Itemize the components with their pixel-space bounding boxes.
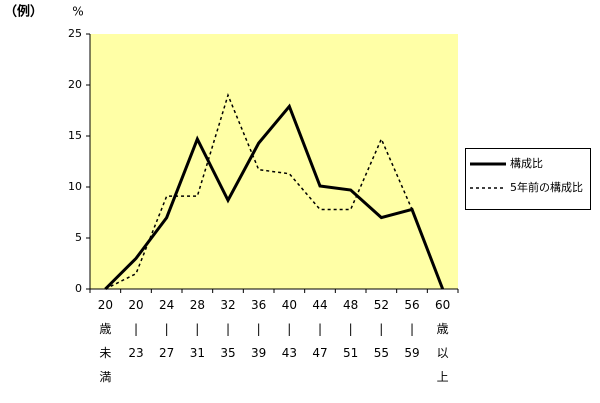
x-tick-label: 24 | 27 — [159, 298, 174, 360]
x-tick-label: 20 歳未満 — [98, 298, 113, 384]
x-tick-label: 44 | 47 — [312, 298, 327, 360]
x-tick-label: 20 | 23 — [128, 298, 143, 360]
y-tick-label: 5 — [75, 231, 82, 244]
x-tick-label: 40 | 43 — [282, 298, 297, 360]
legend-entry: 5年前の構成比 — [468, 181, 588, 195]
x-tick-label: 36 | 39 — [251, 298, 266, 360]
legend-note: （例） — [4, 4, 43, 20]
legend-swatch — [470, 162, 506, 166]
series-line — [104, 103, 445, 291]
plot-area — [90, 34, 458, 289]
x-tick-label: 28 | 31 — [190, 298, 205, 360]
x-tick-label: 32 | 35 — [220, 298, 235, 360]
y-tick-label: 10 — [68, 180, 82, 193]
legend-entry: 構成比 — [468, 157, 588, 171]
legend-swatch — [470, 187, 506, 189]
y-tick-label: 25 — [68, 27, 82, 40]
y-tick-label: 0 — [75, 282, 82, 295]
x-tick-label: 56 | 59 — [404, 298, 419, 360]
series-line — [104, 92, 413, 290]
legend-label: 構成比 — [510, 157, 543, 170]
legend: 構成比 5年前の構成比 — [465, 148, 591, 210]
legend-label: 5年前の構成比 — [510, 181, 583, 194]
x-tick-label: 48 | 51 — [343, 298, 358, 360]
y-tick-label: 20 — [68, 78, 82, 91]
y-tick-label: 15 — [68, 129, 82, 142]
y-unit: % — [72, 5, 83, 19]
x-tick-label: 52 | 55 — [374, 298, 389, 360]
x-tick-label: 60 歳以上 — [435, 298, 450, 384]
